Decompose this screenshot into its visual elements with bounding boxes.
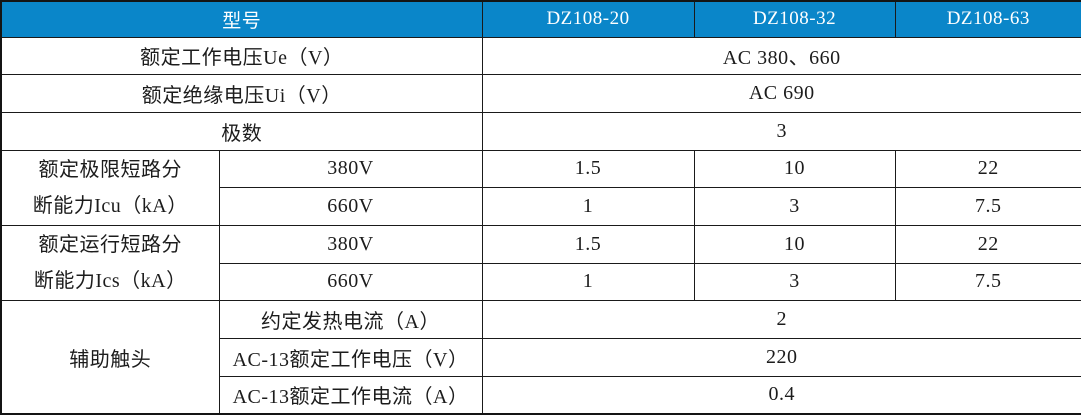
value-icu-380v-dz108-32: 10	[693, 149, 896, 189]
value-ics-380v-dz108-32: 10	[693, 224, 896, 264]
value-aux-thermal-current: 2	[481, 300, 1081, 339]
sub-label-ics-380v: 380V	[218, 224, 483, 264]
value-icu-660v-dz108-20: 1	[481, 187, 695, 226]
sub-label-aux-thermal-current: 约定发热电流（A）	[218, 300, 483, 339]
column-header-dz108-32: DZ108-32	[693, 0, 896, 38]
header-row: 型号 DZ108-20 DZ108-32 DZ108-63	[0, 0, 1081, 38]
value-ics-380v-dz108-20: 1.5	[481, 224, 695, 264]
row-value-poles: 3	[481, 111, 1081, 151]
row-label-rated-insulation-voltage: 额定绝缘电压Ui（V）	[0, 74, 483, 113]
row-value-rated-insulation-voltage: AC 690	[481, 74, 1081, 113]
table-row-rated-working-voltage: 额定工作电压Ue（V） AC 380、660	[0, 36, 1081, 76]
table-row-icu-660v: 660V 1 3 7.5	[1, 187, 1081, 226]
table-row-aux-thermal-current: 辅助触头 约定发热电流（A） 2	[0, 300, 1081, 415]
value-aux-ac13-current: 0.4	[481, 375, 1081, 415]
model-header-cell: 型号	[0, 0, 483, 38]
column-header-dz108-20: DZ108-20	[481, 0, 695, 38]
table-row-aux-ac13-voltage: AC-13额定工作电压（V） 220	[1, 338, 1081, 377]
table-row-aux-ac13-current: AC-13额定工作电流（A） 0.4	[1, 375, 1081, 415]
group-label-auxiliary-contact: 辅助触头	[0, 300, 220, 415]
row-value-rated-working-voltage: AC 380、660	[481, 36, 1081, 76]
table-row-rated-insulation-voltage: 额定绝缘电压Ui（V） AC 690	[0, 74, 1081, 113]
table-row-ics-660v: 660V 1 3 7.5	[1, 262, 1081, 302]
value-ics-660v-dz108-20: 1	[481, 262, 695, 302]
row-label-rated-working-voltage: 额定工作电压Ue（V）	[0, 36, 483, 76]
sub-label-aux-ac13-voltage: AC-13额定工作电压（V）	[218, 338, 483, 377]
sub-label-icu-660v: 660V	[218, 187, 483, 226]
table-row-ics-380v: 额定运行短路分 断能力Ics（kA） 380V 1.5 10 22	[0, 224, 1081, 302]
sub-label-aux-ac13-current: AC-13额定工作电流（A）	[218, 375, 483, 415]
group-label-ics: 额定运行短路分 断能力Ics（kA）	[0, 224, 220, 302]
value-icu-380v-dz108-20: 1.5	[481, 149, 695, 189]
sub-label-ics-660v: 660V	[218, 262, 483, 302]
group-label-icu: 额定极限短路分 断能力Icu（kA）	[0, 149, 220, 226]
value-ics-660v-dz108-32: 3	[693, 262, 896, 302]
row-label-poles: 极数	[0, 111, 483, 151]
column-header-dz108-63: DZ108-63	[894, 0, 1081, 38]
value-ics-660v-dz108-63: 7.5	[894, 262, 1081, 302]
table-row-icu-380v: 额定极限短路分 断能力Icu（kA） 380V 1.5 10 22	[0, 149, 1081, 226]
table-row-poles: 极数 3	[0, 111, 1081, 151]
value-aux-ac13-voltage: 220	[481, 338, 1081, 377]
value-icu-660v-dz108-32: 3	[693, 187, 896, 226]
value-icu-660v-dz108-63: 7.5	[894, 187, 1081, 226]
value-ics-380v-dz108-63: 22	[894, 224, 1081, 264]
sub-label-icu-380v: 380V	[218, 149, 483, 189]
value-icu-380v-dz108-63: 22	[894, 149, 1081, 189]
